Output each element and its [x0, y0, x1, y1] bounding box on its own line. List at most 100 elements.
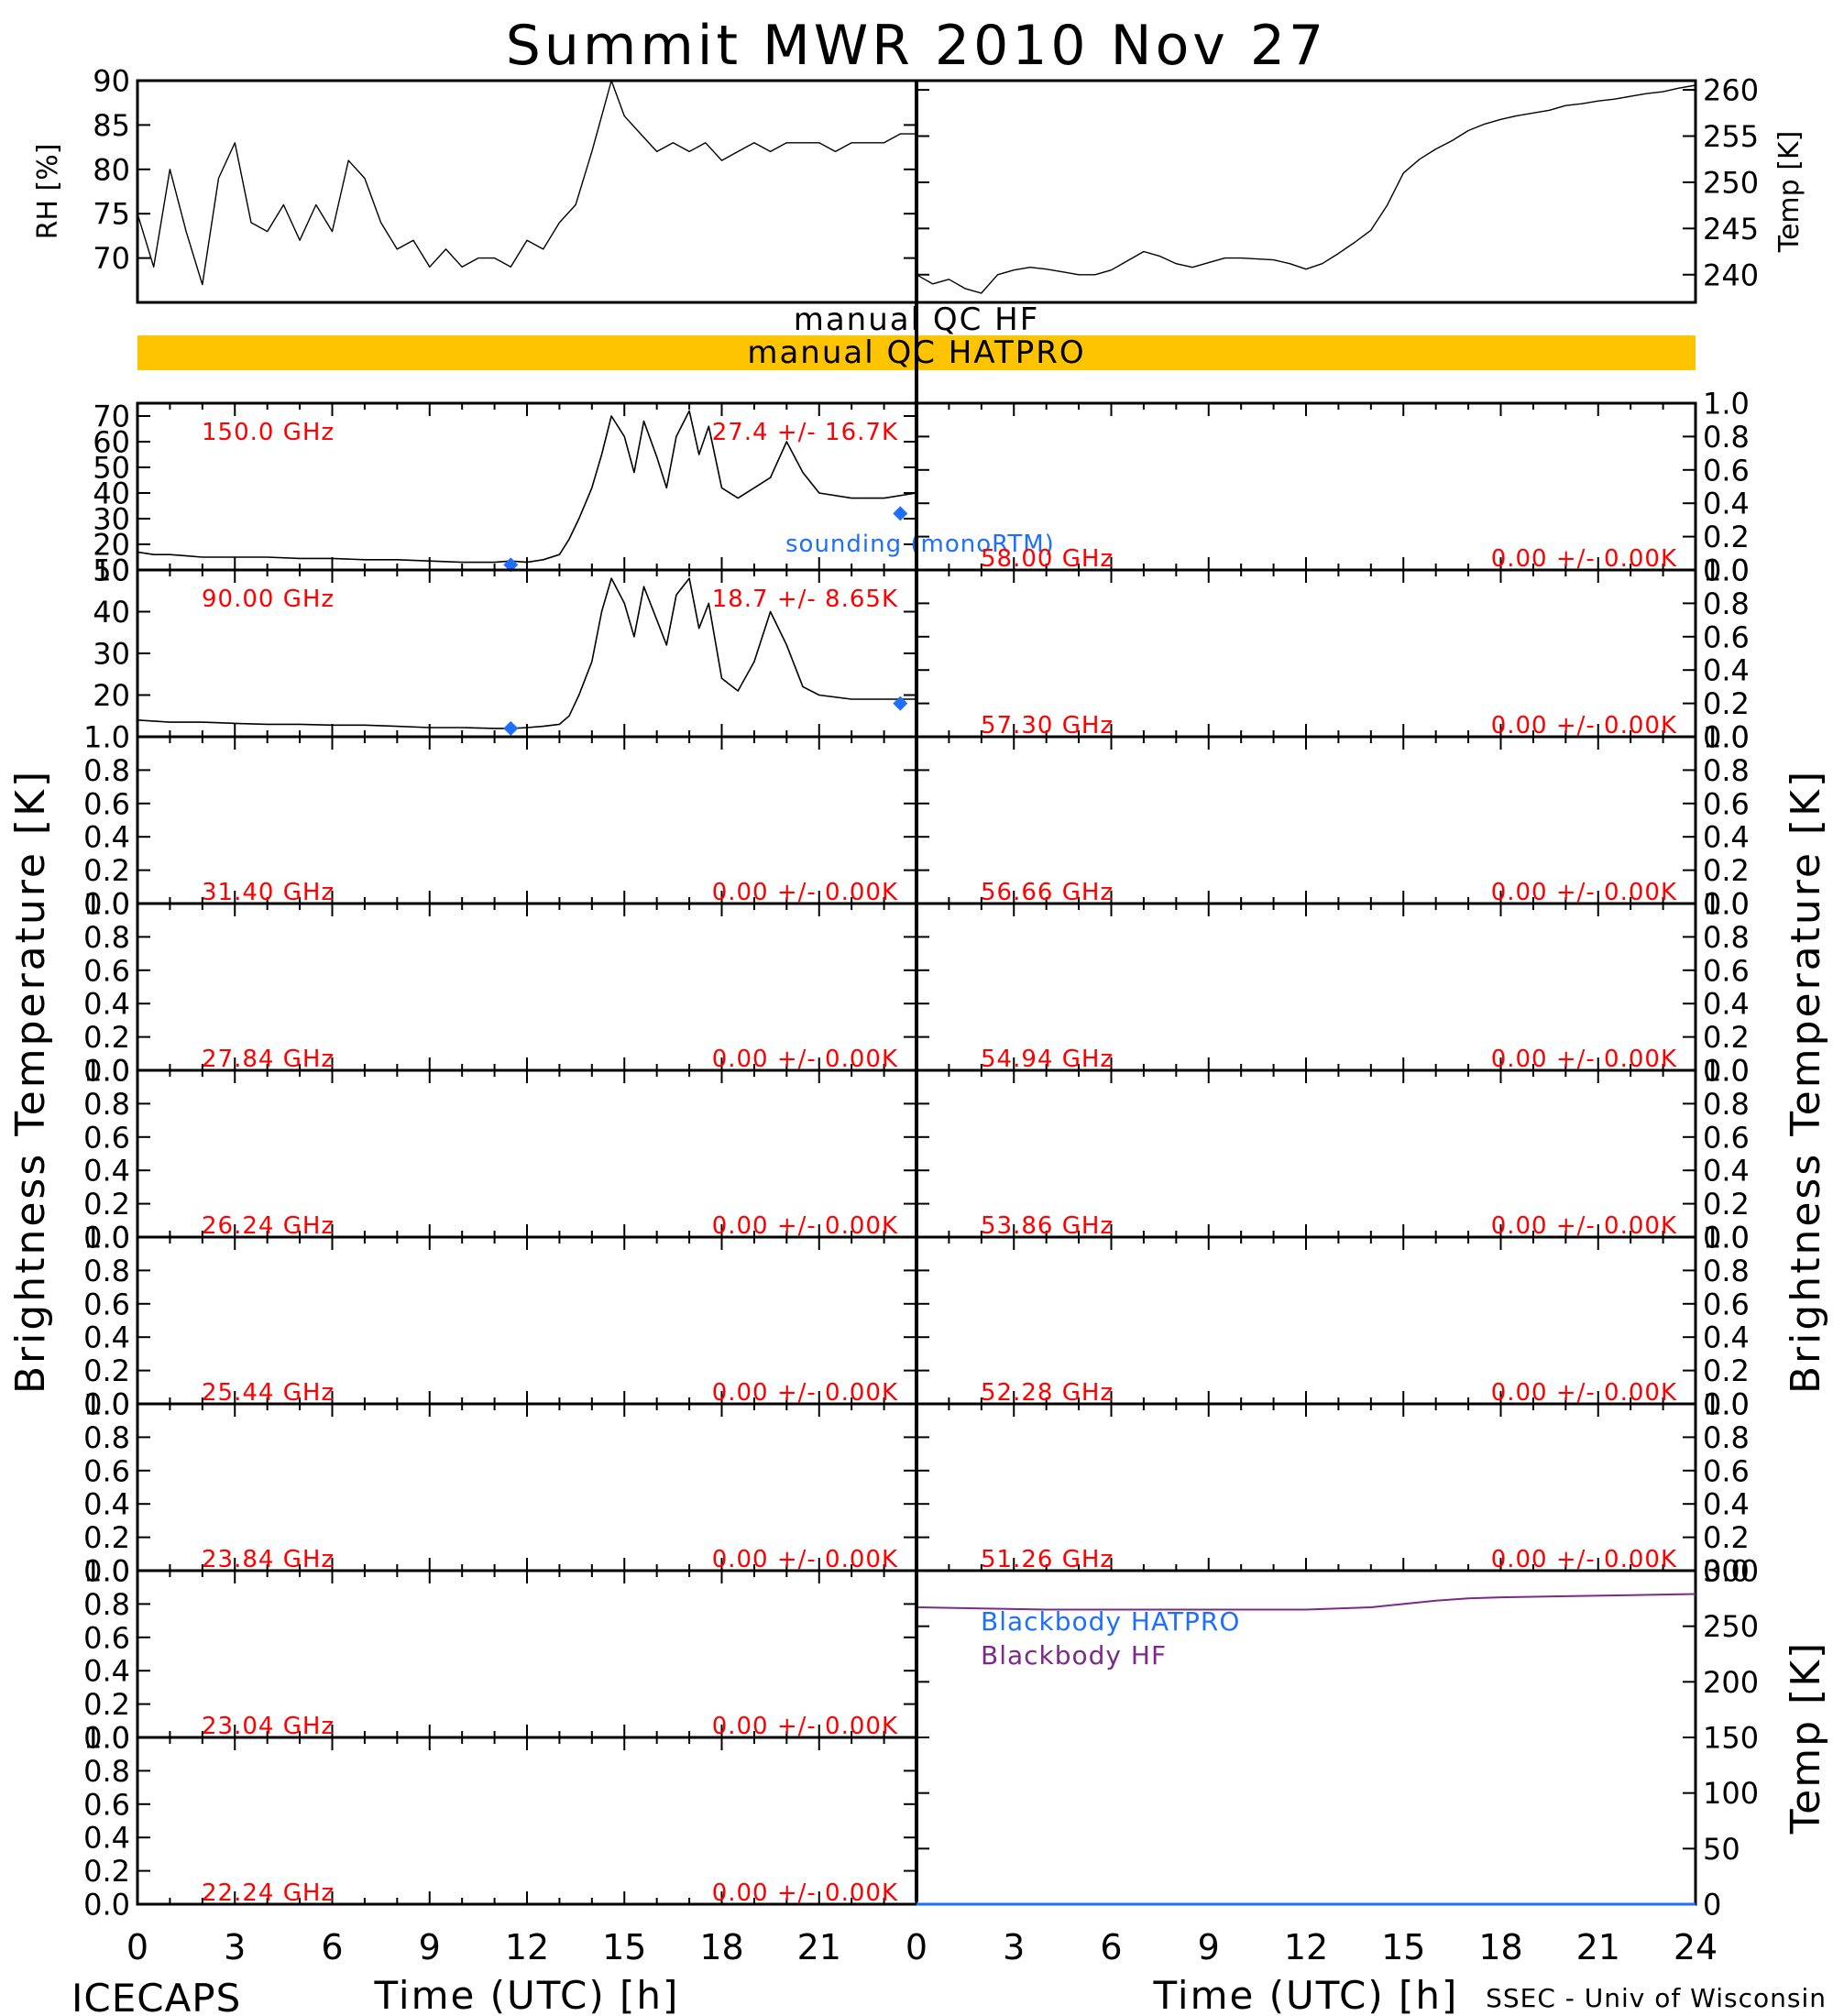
y-tick-label: 60 — [93, 425, 130, 460]
y-tick-label: 0.6 — [83, 786, 130, 821]
x-tick-label: 0 — [906, 1927, 927, 1967]
y-tick-label: 100 — [1703, 1776, 1759, 1811]
channel-stats: 0.00 +/- 0.00K — [712, 1046, 898, 1073]
sounding-marker — [503, 720, 519, 736]
channel-stats: 0.00 +/- 0.00K — [1491, 1379, 1677, 1407]
bt-series — [137, 410, 917, 564]
bt-panel-31.40: 0.00.20.40.60.81.031.40 GHz 0.00 +/- 0.00… — [83, 720, 918, 922]
y-tick-label: 0.6 — [83, 1287, 130, 1321]
y-tick-label: 0.8 — [83, 920, 130, 955]
channel-stats: 0.00 +/- 0.00K — [1491, 1046, 1677, 1073]
sounding-legend: sounding (monoRTM) — [785, 531, 1055, 558]
y-tick-label: 85 — [93, 108, 130, 143]
channel-frequency: 150.0 GHz — [202, 419, 335, 446]
channel-frequency: 22.24 GHz — [202, 1879, 335, 1907]
channel-frequency: 25.44 GHz — [202, 1379, 335, 1407]
channel-frequency: 27.84 GHz — [202, 1046, 335, 1073]
y-tick-label: 0.6 — [83, 1787, 130, 1822]
y-tick-label: 0.2 — [83, 1687, 130, 1722]
bt-panel-22.24: 0.00.20.40.60.81.022.24 GHz 0.00 +/- 0.00… — [83, 1721, 918, 1923]
temp-ylabel: Temp [K] — [1773, 131, 1806, 254]
y-tick-label: 0.0 — [1703, 553, 1750, 588]
y-tick-label: 0.2 — [83, 1020, 130, 1055]
y-tick-label: 0.4 — [83, 1320, 130, 1355]
bt-panel-57.30: 0.00.20.40.60.81.057.30 GHz 0.00 +/- 0.00… — [915, 553, 1750, 755]
y-tick-label: 0.0 — [1703, 887, 1750, 922]
bt-panel-27.84: 0.00.20.40.60.81.027.84 GHz 0.00 +/- 0.00… — [83, 887, 918, 1089]
y-tick-label: 0.4 — [1703, 1320, 1750, 1355]
y-tick-label: 0.2 — [1703, 853, 1750, 888]
y-tick-label: 0.0 — [83, 887, 130, 922]
y-tick-label: 0.8 — [83, 1420, 130, 1455]
channel-stats: 0.00 +/- 0.00K — [1491, 1546, 1677, 1573]
y-tick-label: 0.2 — [83, 1187, 130, 1222]
channel-frequency: 53.86 GHz — [981, 1212, 1114, 1240]
y-tick-label: 30 — [93, 637, 130, 672]
y-tick-label: 20 — [93, 528, 130, 563]
blackbody-legend-1: Blackbody HATPRO — [981, 1606, 1240, 1637]
y-tick-label: 250 — [1703, 165, 1759, 200]
bt-ylabel-left: Brightness Temperature [K] — [7, 769, 54, 1394]
y-tick-label: 0.0 — [1703, 1554, 1750, 1589]
sounding-marker — [893, 506, 908, 521]
y-tick-label: 0.8 — [83, 1587, 130, 1622]
rh-ylabel: RH [%] — [32, 144, 64, 240]
y-tick-label: 1.0 — [1703, 1387, 1750, 1422]
y-tick-label: 30 — [93, 502, 130, 537]
y-tick-label: 0.6 — [83, 1120, 130, 1155]
y-tick-label: 1.0 — [1703, 1054, 1750, 1089]
panels: 70 75 80 85 90 RH [%] 240 245 250 255 260 Temp [K] 1… — [32, 64, 1829, 1923]
y-tick-label: 0.2 — [83, 853, 130, 888]
x-tick-labels-left: 0 3 6 9 12 15 18 21 — [126, 1927, 841, 1967]
channel-stats: 27.4 +/- 16.7K — [712, 419, 898, 446]
channel-stats: 0.00 +/- 0.00K — [712, 1212, 898, 1240]
x-tick-label: 0 — [126, 1927, 148, 1967]
channel-frequency: 52.28 GHz — [981, 1379, 1114, 1407]
channel-frequency: 23.84 GHz — [202, 1546, 335, 1573]
channel-frequency: 58.00 GHz — [981, 545, 1114, 573]
y-tick-label: 0.0 — [83, 1387, 130, 1422]
y-tick-label: 10 — [93, 553, 130, 588]
y-tick-label: 200 — [1703, 1665, 1759, 1700]
y-tick-label: 50 — [93, 451, 130, 486]
y-tick-label: 0.6 — [1703, 1120, 1750, 1155]
channel-stats: 0.00 +/- 0.00K — [712, 1879, 898, 1907]
y-tick-label: 0.2 — [83, 1353, 130, 1388]
y-tick-label: 0.4 — [83, 1154, 130, 1189]
bt-panel-25.44: 0.00.20.40.60.81.025.44 GHz 0.00 +/- 0.00… — [83, 1221, 918, 1422]
bt-ylabel-right: Brightness Temperature [K] — [1783, 769, 1829, 1394]
y-tick-label: 0.6 — [1703, 953, 1750, 988]
x-tick-label: 6 — [321, 1927, 343, 1967]
channel-frequency: 54.94 GHz — [981, 1046, 1114, 1073]
footer-ssec: SSEC - Univ of Wisconsin — [1486, 1983, 1827, 2013]
bt-panel-56.66: 0.00.20.40.60.81.056.66 GHz 0.00 +/- 0.00… — [915, 720, 1750, 922]
temp-series — [916, 84, 1696, 294]
x-tick-labels-right: 0 3 6 9 12 15 18 21 24 — [906, 1927, 1718, 1967]
rh-panel: 70 75 80 85 90 RH [%] — [32, 64, 918, 304]
y-tick-label: 0.4 — [83, 987, 130, 1022]
blackbody-series-2 — [916, 1593, 1696, 1611]
channel-frequency: 57.30 GHz — [981, 712, 1114, 740]
y-tick-label: 70 — [93, 400, 130, 434]
sounding-marker — [893, 696, 908, 711]
channel-stats: 18.7 +/- 8.65K — [712, 586, 898, 613]
y-tick-label: 50 — [1703, 1832, 1740, 1867]
bt-panel-26.24: 0.00.20.40.60.81.026.24 GHz 0.00 +/- 0.00… — [83, 1054, 918, 1255]
y-tick-label: 0.2 — [1703, 520, 1750, 554]
blackbody-ylabel: Temp [K] — [1783, 1641, 1829, 1835]
channel-stats: 0.00 +/- 0.00K — [1491, 545, 1677, 573]
y-tick-label: 245 — [1703, 212, 1759, 247]
rh-series — [137, 80, 916, 286]
channel-frequency: 90.00 GHz — [202, 586, 335, 613]
y-tick-label: 0.8 — [83, 1087, 130, 1122]
y-tick-label: 250 — [1703, 1609, 1759, 1644]
y-tick-label: 0.2 — [1703, 1520, 1750, 1555]
temp-panel: 240 245 250 255 260 Temp [K] — [915, 73, 1806, 304]
x-tick-label: 18 — [1478, 1927, 1522, 1967]
y-tick-label: 70 — [93, 241, 130, 276]
y-tick-label: 0.0 — [1703, 1054, 1750, 1089]
y-tick-label: 0.4 — [1703, 653, 1750, 688]
blackbody-legend-2: Blackbody HF — [981, 1640, 1167, 1671]
y-tick-label: 1.0 — [83, 1721, 130, 1756]
y-tick-label: 0.0 — [83, 1054, 130, 1089]
